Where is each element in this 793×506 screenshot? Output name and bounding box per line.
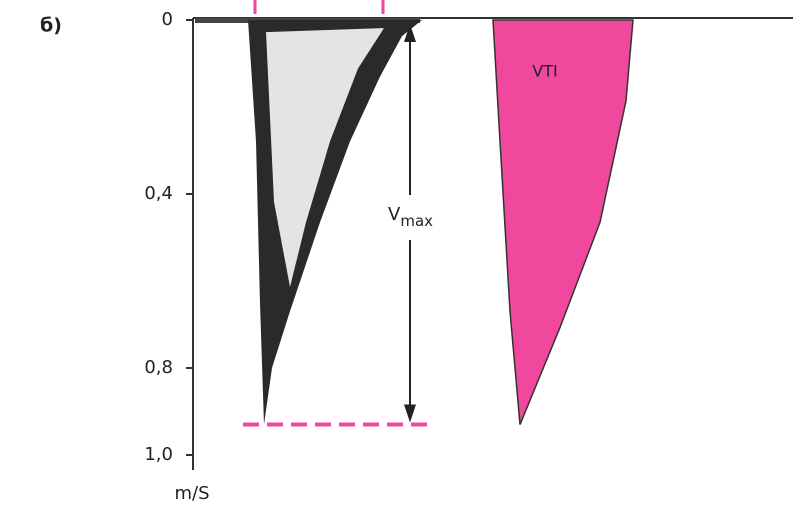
y-tick-label: 1,0 — [144, 444, 173, 465]
spectrum-interior — [266, 28, 384, 288]
y-tick-label: 0,4 — [144, 183, 173, 204]
vmax-label: Vmax — [388, 204, 433, 230]
y-tick-label: 0 — [162, 9, 173, 30]
arrow-head — [404, 404, 416, 423]
vti-label: VTI — [532, 62, 557, 81]
vmax-main: V — [388, 204, 401, 225]
arrow-head — [404, 24, 416, 42]
y-axis-label: m/S — [174, 483, 209, 504]
vti-area — [492, 19, 634, 425]
y-tick-label: 0,8 — [144, 357, 173, 378]
panel-label: б) — [40, 15, 62, 37]
vmax-sub: max — [400, 212, 433, 230]
